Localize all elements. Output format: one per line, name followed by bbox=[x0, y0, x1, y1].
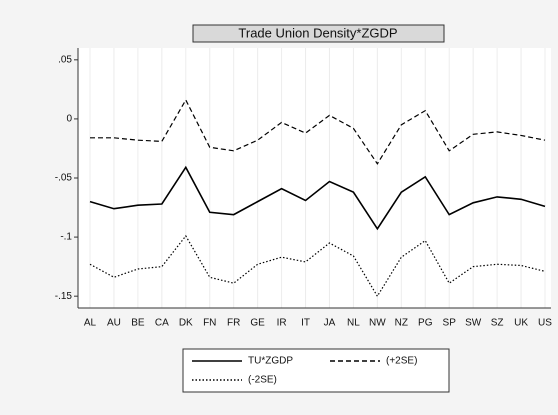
x-tick-label: SW bbox=[465, 318, 482, 329]
x-tick-label: SP bbox=[443, 318, 457, 329]
x-tick-label: AL bbox=[84, 318, 97, 329]
y-tick-label: 0 bbox=[66, 114, 72, 125]
x-tick-label: IT bbox=[301, 318, 310, 329]
legend-label: TU*ZGDP bbox=[248, 356, 293, 367]
x-tick-label: NL bbox=[347, 318, 360, 329]
legend-label: (-2SE) bbox=[248, 375, 277, 386]
series-line bbox=[89, 165, 546, 231]
x-tick-label: CA bbox=[155, 318, 169, 329]
x-tick-label: DK bbox=[179, 318, 193, 329]
x-tick-label: IR bbox=[277, 318, 287, 329]
y-tick-label: -.15 bbox=[55, 291, 73, 302]
series-line bbox=[90, 98, 546, 165]
x-tick-label: FN bbox=[203, 318, 216, 329]
x-tick-label: UK bbox=[514, 318, 528, 329]
x-tick-label: JA bbox=[324, 318, 336, 329]
y-tick-label: -.1 bbox=[60, 232, 72, 243]
chart-title: Trade Union Density*ZGDP bbox=[238, 25, 397, 40]
legend-label: (+2SE) bbox=[386, 356, 417, 367]
x-tick-label: NW bbox=[369, 318, 386, 329]
x-tick-label: AU bbox=[107, 318, 121, 329]
plot-area bbox=[78, 48, 551, 308]
x-tick-label: SZ bbox=[491, 318, 504, 329]
title-box bbox=[192, 24, 445, 43]
x-tick-label: US bbox=[538, 318, 552, 329]
x-tick-label: FR bbox=[227, 318, 240, 329]
legend-box bbox=[182, 348, 450, 393]
x-tick-label: PG bbox=[418, 318, 433, 329]
y-tick-label: .05 bbox=[58, 54, 72, 65]
x-tick-label: GE bbox=[250, 318, 265, 329]
y-tick-label: -.05 bbox=[55, 173, 73, 184]
x-tick-label: BE bbox=[131, 318, 145, 329]
x-tick-label: NZ bbox=[395, 318, 408, 329]
